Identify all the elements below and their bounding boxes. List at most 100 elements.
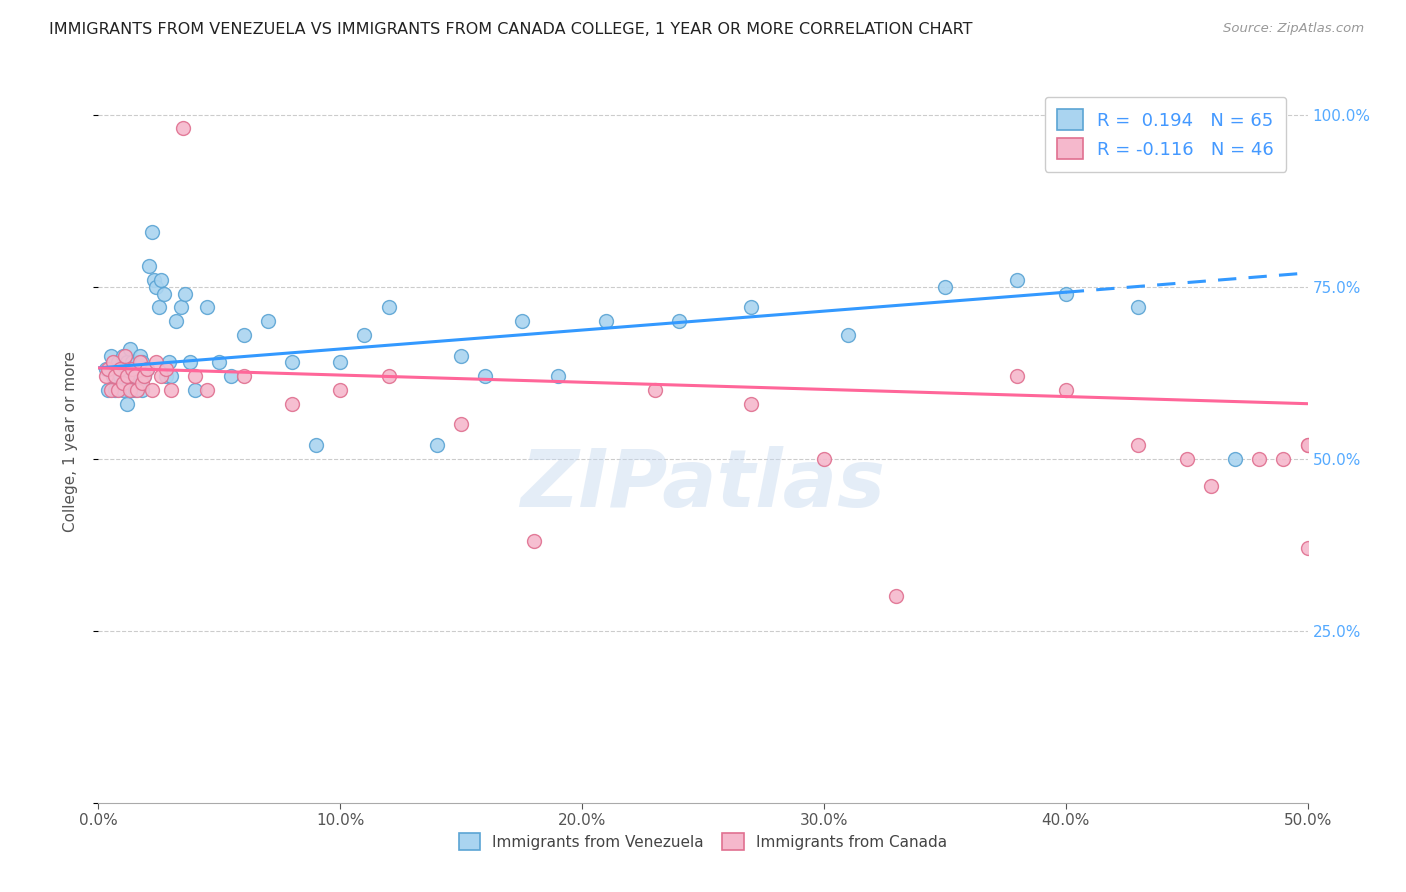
Point: [100, 349, 122, 363]
Point: [1296, 438, 1319, 452]
Point: [128, 349, 150, 363]
Y-axis label: College, 1 year or more: College, 1 year or more: [63, 351, 77, 532]
Point: [934, 279, 956, 293]
Point: [114, 362, 136, 376]
Point: [101, 355, 124, 369]
Point: [118, 342, 141, 356]
Point: [127, 369, 149, 384]
Point: [813, 451, 835, 466]
Point: [179, 355, 201, 369]
Point: [94, 362, 117, 376]
Point: [1199, 479, 1222, 493]
Point: [184, 369, 207, 384]
Point: [134, 369, 156, 384]
Point: [523, 534, 546, 549]
Text: ZIPatlas: ZIPatlas: [520, 446, 886, 524]
Point: [131, 376, 153, 390]
Point: [221, 369, 243, 384]
Point: [1223, 451, 1246, 466]
Point: [114, 349, 136, 363]
Point: [131, 383, 153, 397]
Point: [100, 383, 122, 397]
Point: [160, 369, 183, 384]
Point: [117, 397, 139, 411]
Point: [127, 355, 149, 369]
Point: [1128, 301, 1150, 315]
Point: [155, 369, 177, 384]
Point: [353, 327, 375, 342]
Point: [145, 279, 167, 293]
Point: [135, 362, 157, 376]
Point: [232, 327, 254, 342]
Point: [131, 355, 153, 369]
Point: [740, 397, 762, 411]
Point: [107, 383, 129, 397]
Point: [195, 301, 218, 315]
Point: [97, 362, 120, 376]
Point: [97, 383, 120, 397]
Point: [281, 397, 304, 411]
Point: [1007, 369, 1029, 384]
Point: [1272, 451, 1295, 466]
Point: [108, 362, 131, 376]
Point: [1007, 273, 1029, 287]
Point: [127, 383, 149, 397]
Point: [94, 369, 117, 384]
Point: [184, 383, 207, 397]
Point: [1296, 438, 1319, 452]
Point: [145, 355, 167, 369]
Point: [157, 355, 180, 369]
Point: [377, 369, 399, 384]
Point: [281, 355, 304, 369]
Legend: Immigrants from Venezuela, Immigrants from Canada: Immigrants from Venezuela, Immigrants fr…: [453, 827, 953, 856]
Point: [1054, 383, 1077, 397]
Point: [195, 383, 218, 397]
Point: [426, 438, 449, 452]
Point: [150, 369, 173, 384]
Point: [124, 369, 146, 384]
Point: [450, 349, 472, 363]
Point: [256, 314, 278, 328]
Point: [377, 301, 399, 315]
Point: [886, 590, 908, 604]
Point: [1128, 438, 1150, 452]
Point: [118, 369, 141, 384]
Text: Source: ZipAtlas.com: Source: ZipAtlas.com: [1223, 22, 1364, 36]
Point: [118, 383, 141, 397]
Point: [155, 362, 177, 376]
Point: [135, 362, 157, 376]
Point: [148, 301, 170, 315]
Point: [121, 383, 143, 397]
Point: [111, 383, 134, 397]
Point: [1249, 451, 1271, 466]
Point: [644, 383, 666, 397]
Point: [128, 355, 150, 369]
Point: [117, 369, 139, 384]
Point: [143, 273, 166, 287]
Point: [837, 327, 859, 342]
Point: [104, 369, 127, 384]
Point: [107, 355, 129, 369]
Point: [172, 121, 194, 136]
Text: IMMIGRANTS FROM VENEZUELA VS IMMIGRANTS FROM CANADA COLLEGE, 1 YEAR OR MORE CORR: IMMIGRANTS FROM VENEZUELA VS IMMIGRANTS …: [49, 22, 973, 37]
Point: [124, 369, 146, 384]
Point: [740, 301, 762, 315]
Point: [121, 355, 143, 369]
Point: [165, 314, 187, 328]
Point: [1054, 286, 1077, 301]
Point: [152, 286, 174, 301]
Point: [101, 369, 124, 384]
Point: [208, 355, 231, 369]
Point: [169, 301, 191, 315]
Point: [150, 273, 173, 287]
Point: [329, 355, 352, 369]
Point: [474, 369, 496, 384]
Point: [1175, 451, 1198, 466]
Point: [1296, 541, 1319, 556]
Point: [232, 369, 254, 384]
Point: [595, 314, 617, 328]
Point: [668, 314, 690, 328]
Point: [329, 383, 352, 397]
Point: [124, 383, 146, 397]
Point: [111, 349, 134, 363]
